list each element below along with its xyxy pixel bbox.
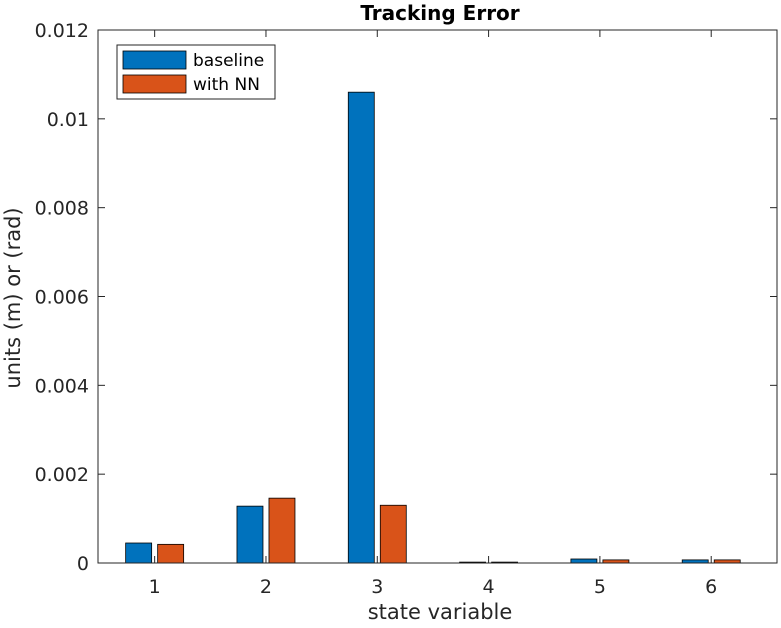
- bar-baseline-2: [236, 505, 264, 564]
- y-tick-label: 0.004: [35, 375, 89, 397]
- legend-swatch: [122, 74, 187, 94]
- bar-with-nn-1: [157, 543, 185, 564]
- bar-with-nn-2: [268, 497, 296, 564]
- legend: baseline with NN: [116, 44, 276, 100]
- x-tick-label: 3: [371, 576, 383, 598]
- y-tick-label: 0.006: [35, 287, 89, 309]
- x-tick-label: 6: [705, 576, 717, 598]
- legend-swatch: [122, 50, 187, 70]
- legend-label: baseline: [193, 51, 264, 71]
- x-tick-label: 2: [260, 576, 272, 598]
- y-tick-label: 0.01: [47, 109, 89, 131]
- y-tick-label: 0: [77, 553, 89, 575]
- plot-frame: [97, 29, 778, 564]
- y-tick-label: 0.002: [35, 464, 89, 486]
- x-tick-label: 4: [483, 576, 495, 598]
- bars-layer: [125, 91, 741, 564]
- bar-baseline-1: [125, 542, 153, 564]
- axes-layer: 0 0.002 0.004 0.006 0.008 0.01 0.012 1 2 3 4 5 6: [35, 20, 778, 598]
- y-tick-label: 0.012: [35, 20, 89, 42]
- x-axis-title: state variable: [368, 600, 513, 624]
- bar-baseline-3: [347, 91, 375, 564]
- x-tick-label: 5: [594, 576, 606, 598]
- legend-label: with NN: [193, 75, 260, 95]
- x-tick-label: 1: [149, 576, 161, 598]
- y-tick-label: 0.008: [35, 198, 89, 220]
- chart-title: Tracking Error: [360, 1, 519, 25]
- bar-with-nn-3: [379, 504, 407, 564]
- bar-baseline-5: [570, 558, 598, 564]
- y-axis-title: units (m) or (rad): [1, 207, 25, 388]
